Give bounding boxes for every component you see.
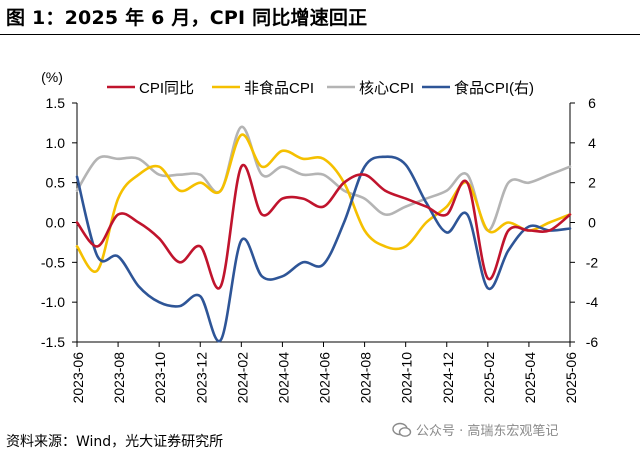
x-tick-label: 2025-02 [481,352,497,404]
x-tick-label: 2023-12 [193,352,209,404]
x-tick-label: 2023-06 [70,352,86,404]
x-tick-label: 2024-06 [317,352,333,404]
x-tick-label: 2024-10 [399,352,415,404]
x-tick-label: 2023-08 [111,352,127,404]
series-line-4 [75,155,572,343]
y-left-unit-label: (%) [41,69,63,85]
wechat-icon [392,422,412,437]
x-tick-label: 2024-04 [275,352,291,404]
chart-series [75,125,572,343]
y-right-tick-label: -4 [586,294,599,310]
x-tick-label: 2025-04 [522,352,538,404]
chart-legend: CPI同比 非食品CPI 核心CPI 食品CPI(右) [107,80,534,97]
y-left-tick-label: 0.5 [46,175,66,191]
series-line-2 [75,133,572,274]
source-note: 资料来源：Wind，光大证券研究所 [6,434,224,450]
x-tick-label: 2024-02 [234,352,250,404]
x-tick-label: 2024-08 [358,352,374,404]
y-right-tick-label: 6 [588,95,596,111]
series-line-1 [75,163,572,290]
y-left-tick-label: -0.5 [41,254,65,270]
legend-label: 食品CPI(右) [454,80,534,97]
watermark-text: 公众号 · 高瑞东宏观笔记 [416,424,559,439]
y-right-tick-label: -2 [586,254,599,270]
watermark: 公众号 · 高瑞东宏观笔记 [392,420,558,439]
y-left-tick-label: 1.0 [46,135,66,151]
legend-label: 核心CPI [359,80,414,97]
y-left-tick-label: 0.0 [46,215,66,231]
y-left-tick-label: -1.0 [41,294,65,310]
chart-axes: 1.5 1.0 0.5 0.0 -0.5 -1.0 -1.5 6 4 2 0 -2 -4 -6 (%) 202… [41,69,599,403]
figure-title: 图 1：2025 年 6 月，CPI 同比增速回正 [6,7,368,29]
title-divider [0,34,640,35]
y-left-tick-label: -1.5 [41,334,65,350]
y-right-tick-label: -6 [586,334,599,350]
x-tick-label: 2025-06 [563,352,579,404]
x-tick-label: 2024-12 [440,352,456,404]
y-right-tick-label: 2 [588,175,596,191]
legend-label: CPI同比 [139,80,194,97]
y-left-tick-label: 1.5 [46,95,66,111]
y-right-tick-label: 0 [588,215,596,231]
series-line-3 [75,125,572,232]
y-right-tick-label: 4 [588,135,596,151]
legend-label: 非食品CPI [244,80,314,97]
x-tick-label: 2023-10 [152,352,168,404]
